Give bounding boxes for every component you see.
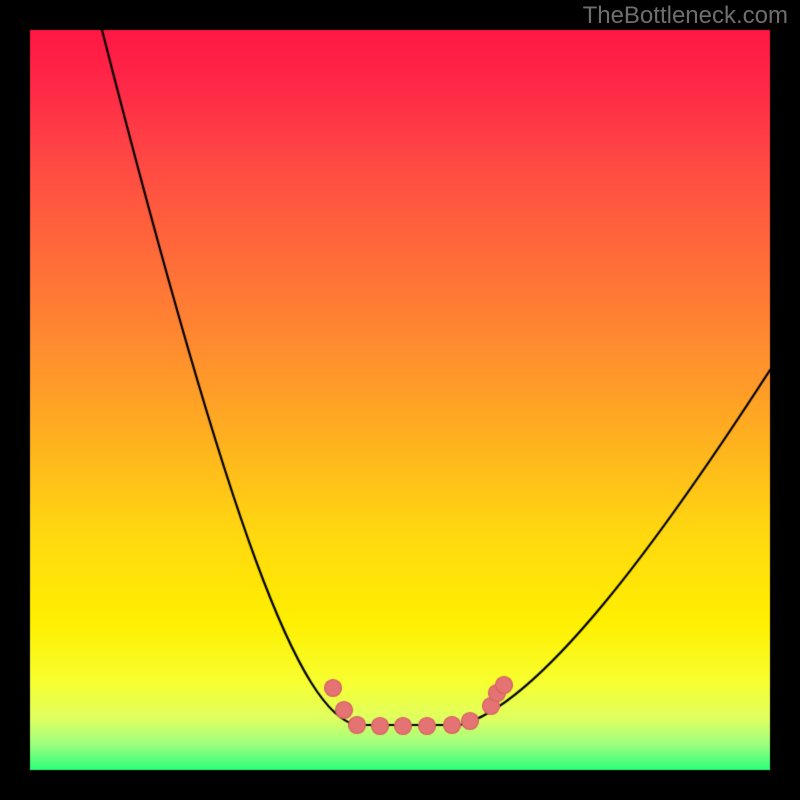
chart-container: TheBottleneck.com [0, 0, 800, 800]
bottleneck-curve-chart [0, 0, 800, 800]
